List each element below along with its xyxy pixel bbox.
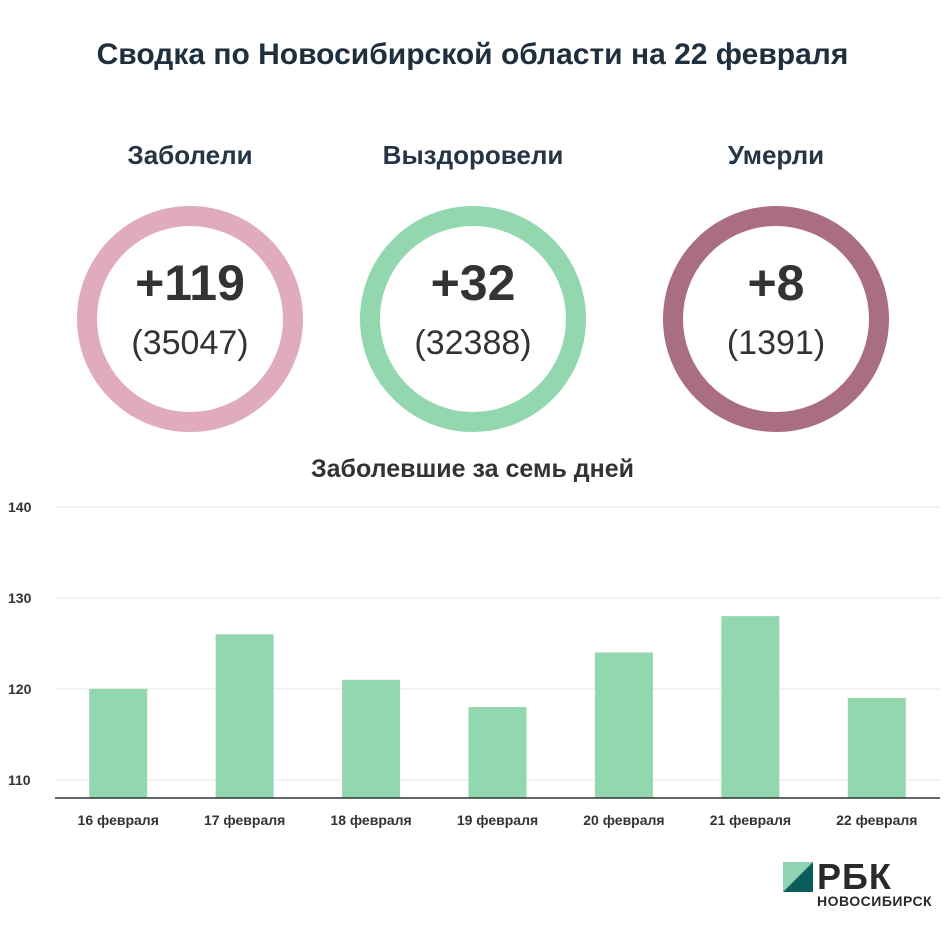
- bar: [721, 616, 780, 798]
- y-tick-label: 130: [8, 590, 32, 606]
- x-tick-label: 17 февраля: [204, 812, 285, 828]
- stat-delta: +32: [430, 255, 516, 311]
- stat-ring: +32 (32388): [360, 206, 586, 432]
- stat-total: (32388): [414, 324, 532, 362]
- bar: [342, 679, 401, 798]
- stat-recovered: Выздоровели +32 (32388): [323, 140, 623, 432]
- stat-delta: +119: [135, 255, 245, 311]
- bar: [468, 707, 527, 798]
- x-tick-label: 20 февраля: [583, 812, 664, 828]
- x-tick-label: 16 февраля: [78, 812, 159, 828]
- bar: [89, 688, 148, 798]
- stat-label: Заболели: [127, 140, 253, 170]
- x-tick-label: 21 февраля: [710, 812, 791, 828]
- bar: [847, 697, 906, 798]
- rbc-logo: РБК НОВОСИБИРСК: [783, 856, 943, 918]
- stat-infected: Заболели +119 (35047): [40, 140, 340, 432]
- x-tick-label: 19 февраля: [457, 812, 538, 828]
- stat-label: Выздоровели: [382, 140, 564, 170]
- bar: [215, 634, 274, 798]
- y-tick-label: 140: [8, 499, 32, 515]
- stat-ring: +8 (1391): [663, 206, 889, 432]
- bar-chart: 110 120 130 140 16 февраля 17 февраля 18 февра…: [8, 499, 940, 828]
- stat-total: (1391): [726, 324, 826, 362]
- rbc-logo-icon: [783, 862, 813, 892]
- stat-delta: +8: [747, 255, 805, 311]
- stat-total: (35047): [131, 324, 249, 362]
- stat-deaths: Умерли +8 (1391): [626, 140, 926, 432]
- x-tick-label: 22 февраля: [836, 812, 917, 828]
- logo-text: РБК: [817, 856, 892, 897]
- logo-subtitle: НОВОСИБИРСК: [817, 893, 933, 909]
- y-tick-label: 120: [8, 681, 32, 697]
- bar: [594, 652, 653, 798]
- chart-title: Заболевшие за семь дней: [310, 455, 634, 483]
- y-tick-label: 110: [8, 772, 31, 788]
- stat-label: Умерли: [727, 140, 825, 170]
- x-tick-label: 18 февраля: [330, 812, 411, 828]
- page-title: Сводка по Новосибирской области на 22 фе…: [96, 38, 849, 71]
- stat-ring: +119 (35047): [77, 206, 303, 432]
